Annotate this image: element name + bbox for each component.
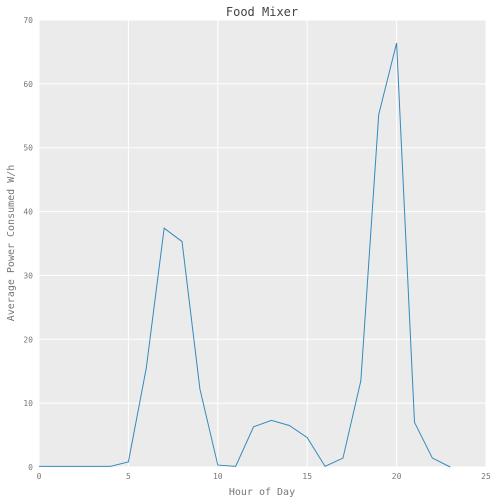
x-tick-label: 20	[392, 472, 402, 481]
x-tick-label: 25	[481, 472, 491, 481]
tick-labels: 0 5 10 15 20 25 0 10 20 30 40 50 60 70	[23, 16, 491, 481]
x-tick-label: 5	[126, 472, 131, 481]
y-tick-label: 50	[23, 144, 33, 153]
y-tick-label: 30	[23, 271, 33, 280]
y-tick-label: 10	[23, 399, 33, 408]
y-axis-label: Average Power Consumed W/h	[6, 165, 17, 322]
y-tick-label: 70	[23, 16, 33, 25]
x-tick-label: 10	[213, 472, 223, 481]
y-tick-label: 0	[28, 463, 33, 472]
x-axis-label: Hour of Day	[229, 487, 295, 498]
x-tick-label: 15	[302, 472, 312, 481]
plot-area	[39, 20, 486, 467]
y-tick-label: 20	[23, 335, 33, 344]
y-tick-label: 40	[23, 208, 33, 217]
grid-lines	[38, 19, 487, 468]
chart-title: Food Mixer	[226, 5, 298, 19]
series-line	[39, 42, 451, 468]
y-tick-label: 60	[23, 80, 33, 89]
x-tick-label: 0	[37, 472, 42, 481]
